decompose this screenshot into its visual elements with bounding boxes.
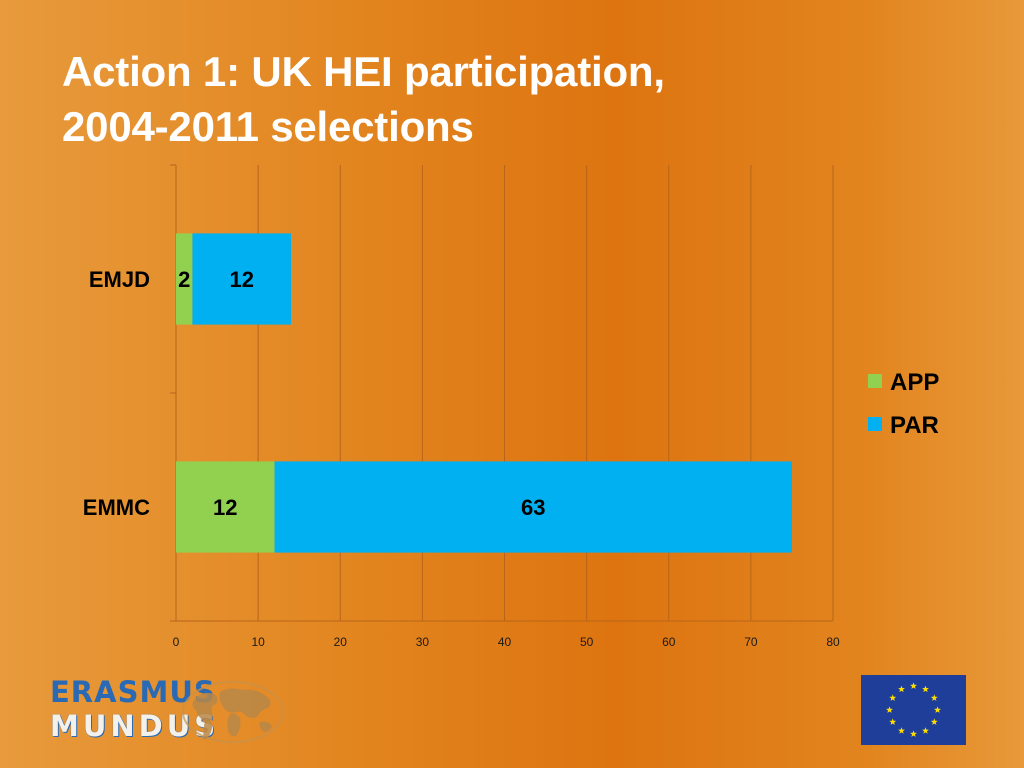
logo-text-erasmus: ERASMUS [50, 675, 216, 709]
legend-label-app: APP [890, 369, 939, 396]
eu-star-icon [886, 706, 893, 713]
title-line-1: Action 1: UK HEI participation, [62, 48, 665, 95]
x-tick-label: 0 [173, 635, 180, 649]
stacked-bar-chart: 0 10 20 30 40 50 60 70 80 EMJD 2 12 EMMC 12 63 APP PAR [83, 164, 939, 649]
globe-map-icon [182, 681, 284, 743]
bar-par-emmc [274, 461, 792, 553]
eu-star-icon [889, 718, 897, 725]
data-label-app-emmc: 12 [213, 495, 237, 520]
x-tick-label: 80 [826, 635, 840, 649]
x-tick-label: 50 [580, 635, 594, 649]
title-line-2: 2004-2011 selections [62, 103, 474, 150]
eu-star-icon [922, 685, 929, 693]
eu-star-icon [930, 694, 938, 701]
erasmus-mundus-logo: ERASMUS MUNDUS [50, 676, 290, 748]
eu-star-icon [934, 706, 941, 713]
eu-star-icon [889, 694, 897, 701]
x-tick-label: 40 [498, 635, 512, 649]
data-label-app-emjd: 2 [178, 267, 190, 292]
bar-par-emjd [192, 233, 291, 325]
data-label-par-emjd: 12 [229, 267, 253, 292]
legend-swatch-par [868, 417, 882, 431]
bar-app-emmc [176, 461, 275, 553]
eu-flag-stars [886, 682, 941, 737]
eu-star-icon [922, 727, 929, 734]
eu-star-icon [910, 730, 917, 737]
x-tick-label: 20 [334, 635, 348, 649]
eu-flag-icon [861, 675, 966, 745]
legend-label-par: PAR [890, 412, 939, 439]
eu-star-icon [930, 718, 938, 725]
legend-swatch-app [868, 374, 882, 388]
x-tick-label: 10 [251, 635, 265, 649]
eu-star-icon [910, 682, 917, 689]
eu-star-icon [898, 685, 905, 693]
x-tick-label: 70 [744, 635, 758, 649]
x-tick-label: 60 [662, 635, 676, 649]
category-label-emmc: EMMC [83, 495, 150, 520]
x-tick-label: 30 [416, 635, 430, 649]
slide-title: Action 1: UK HEI participation, 2004-201… [62, 44, 665, 154]
category-label-emjd: EMJD [89, 267, 150, 292]
eu-star-icon [898, 727, 905, 734]
bar-app-emjd [176, 233, 193, 325]
data-label-par-emmc: 63 [521, 495, 545, 520]
